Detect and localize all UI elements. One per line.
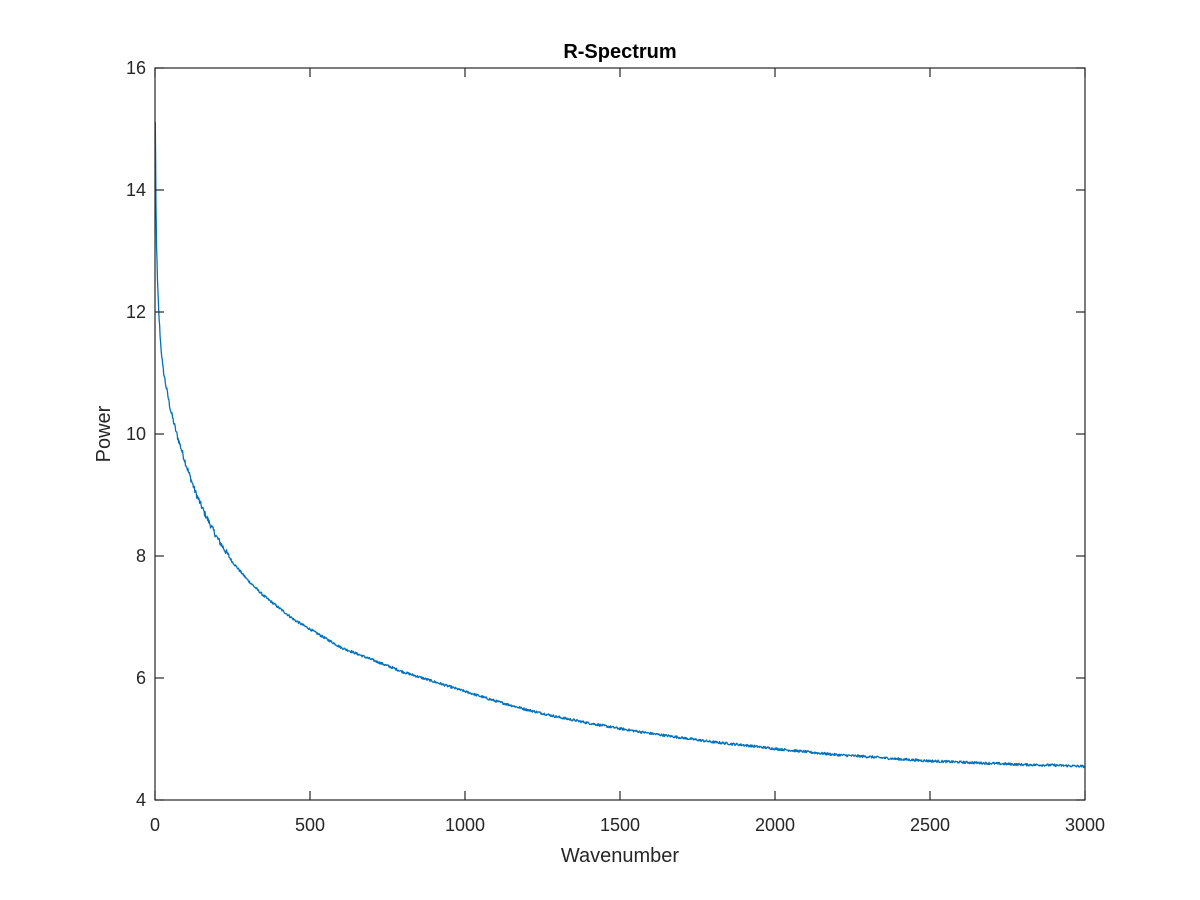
- y-tick-label: 4: [136, 790, 146, 810]
- y-tick-label: 16: [126, 58, 146, 78]
- y-axis-label: Power: [93, 405, 115, 462]
- y-tick-label: 14: [126, 180, 146, 200]
- x-tick-label: 1000: [445, 815, 485, 835]
- x-tick-label: 500: [295, 815, 325, 835]
- plot-frame: [154, 67, 1086, 801]
- x-axis-label: Wavenumber: [561, 845, 680, 867]
- y-tick-label: 10: [126, 424, 146, 444]
- x-tick-label: 3000: [1065, 815, 1105, 835]
- y-tick-label: 12: [126, 302, 146, 322]
- y-tick-label: 8: [136, 546, 146, 566]
- x-tick-label: 0: [150, 815, 160, 835]
- x-tick-label: 1500: [600, 815, 640, 835]
- chart-title: R-Spectrum: [563, 41, 676, 63]
- y-tick-label: 6: [136, 668, 146, 688]
- series-line-0: [154, 121, 1086, 769]
- x-tick-label: 2500: [910, 815, 950, 835]
- x-tick-label: 2000: [755, 815, 795, 835]
